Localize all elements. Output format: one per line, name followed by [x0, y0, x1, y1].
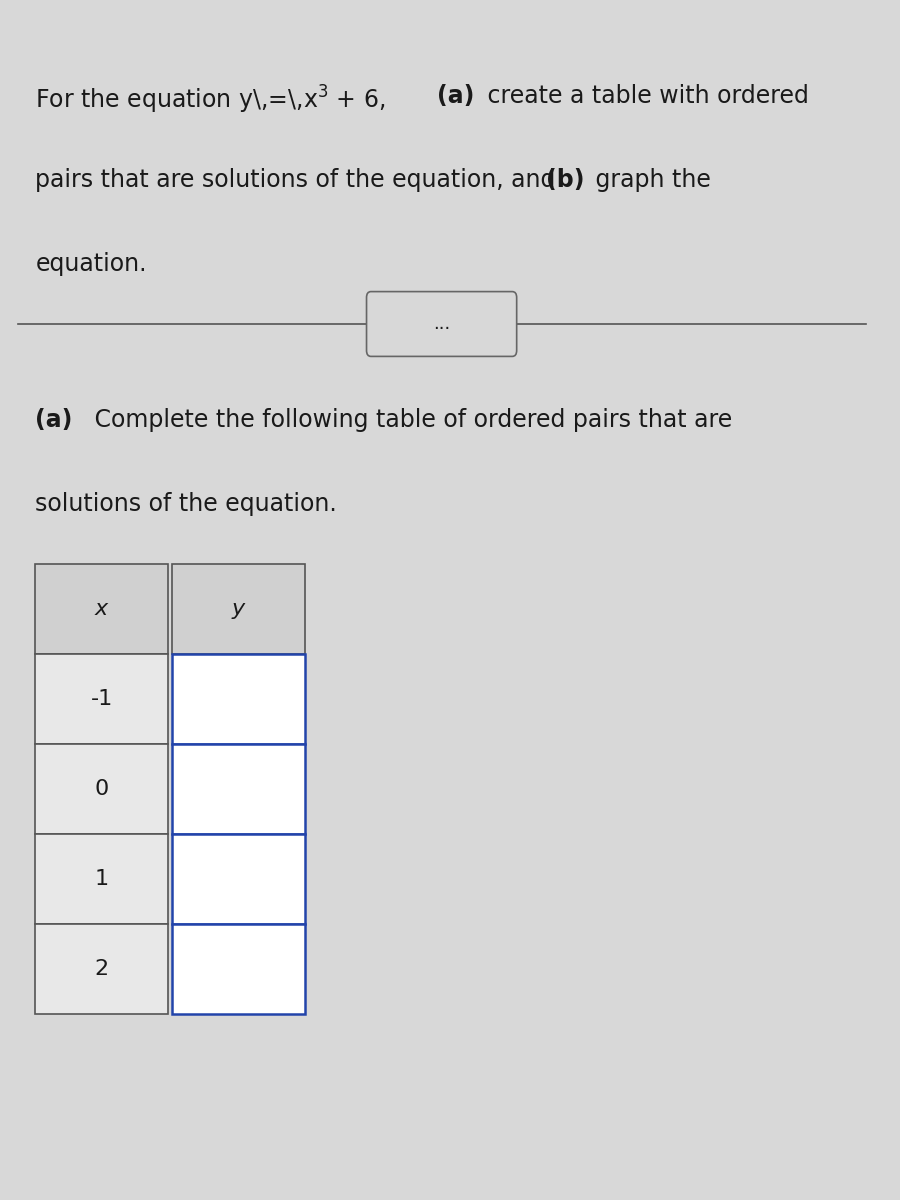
Text: 1: 1 [94, 869, 109, 889]
Text: Complete the following table of ordered pairs that are: Complete the following table of ordered … [87, 408, 733, 432]
Text: ...: ... [433, 314, 450, 332]
FancyBboxPatch shape [172, 924, 305, 1014]
FancyBboxPatch shape [172, 834, 305, 924]
Text: 0: 0 [94, 779, 109, 799]
FancyBboxPatch shape [35, 924, 167, 1014]
FancyBboxPatch shape [35, 564, 167, 654]
FancyBboxPatch shape [172, 564, 305, 654]
FancyBboxPatch shape [35, 744, 167, 834]
Text: (b): (b) [545, 168, 584, 192]
Text: For the equation y\,=\,x$^{3}$ + 6,: For the equation y\,=\,x$^{3}$ + 6, [35, 84, 388, 116]
FancyBboxPatch shape [35, 834, 167, 924]
FancyBboxPatch shape [172, 744, 305, 834]
Text: 2: 2 [94, 959, 109, 979]
FancyBboxPatch shape [35, 654, 167, 744]
Text: x: x [95, 599, 108, 619]
Text: pairs that are solutions of the equation, and: pairs that are solutions of the equation… [35, 168, 563, 192]
Text: equation.: equation. [35, 252, 147, 276]
Text: y: y [232, 599, 245, 619]
Text: create a table with ordered: create a table with ordered [480, 84, 808, 108]
Text: solutions of the equation.: solutions of the equation. [35, 492, 338, 516]
Text: graph the: graph the [589, 168, 711, 192]
Text: (a): (a) [437, 84, 474, 108]
FancyBboxPatch shape [366, 292, 517, 356]
Text: (a): (a) [35, 408, 73, 432]
FancyBboxPatch shape [172, 654, 305, 744]
Text: -1: -1 [90, 689, 112, 709]
